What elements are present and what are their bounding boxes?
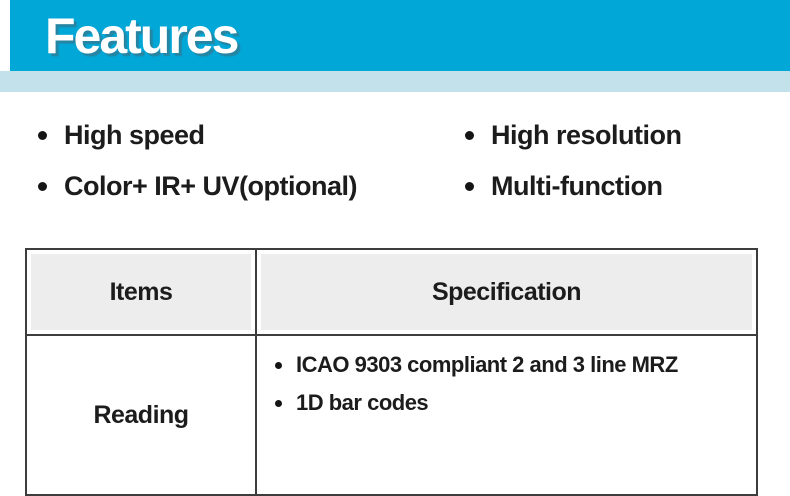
specification-header-bg: Specification — [261, 254, 752, 330]
spec-item-label: 1D bar codes — [296, 390, 429, 415]
items-header-bg: Items — [31, 254, 251, 330]
feature-item: Multi-function — [465, 170, 682, 203]
feature-item: Color+ IR+ UV(optional) — [38, 170, 465, 203]
feature-item-label: Color+ IR+ UV(optional) — [64, 171, 358, 201]
bullet-icon — [275, 361, 282, 369]
feature-item-label: Multi-function — [491, 171, 663, 201]
feature-list: High speed Color+ IR+ UV(optional) High … — [0, 92, 790, 221]
bullet-icon — [38, 182, 47, 191]
spec-item-label: ICAO 9303 compliant 2 and 3 line MRZ — [296, 352, 678, 377]
spec-list-item: 1D bar codes — [275, 384, 756, 422]
items-header-label: Items — [109, 277, 173, 306]
page-title: Features — [45, 7, 239, 64]
item-cell-reading: Reading — [25, 334, 257, 496]
bullet-icon — [465, 182, 474, 191]
feature-item: High speed — [38, 119, 465, 152]
specification-header-label: Specification — [431, 277, 582, 306]
feature-item-label: High resolution — [491, 120, 682, 150]
banner-strip — [0, 71, 790, 92]
spec-cell: ICAO 9303 compliant 2 and 3 line MRZ 1D … — [255, 334, 758, 496]
bullet-icon — [38, 131, 47, 140]
features-banner: Features — [10, 0, 790, 71]
specification-header-cell: Specification — [255, 248, 758, 336]
bullet-icon — [465, 131, 474, 140]
items-header-cell: Items — [25, 248, 257, 336]
spec-list-item: ICAO 9303 compliant 2 and 3 line MRZ — [275, 346, 756, 384]
table-row: Reading ICAO 9303 compliant 2 and 3 line… — [25, 334, 758, 496]
feature-item: High resolution — [465, 119, 682, 152]
table-header-row: Items Specification — [25, 248, 758, 336]
feature-column-right: High resolution Multi-function — [465, 119, 682, 221]
feature-column-left: High speed Color+ IR+ UV(optional) — [38, 119, 465, 221]
spec-table: Items Specification Reading ICAO 9 — [25, 248, 758, 496]
spec-list: ICAO 9303 compliant 2 and 3 line MRZ 1D … — [257, 336, 756, 422]
feature-item-label: High speed — [64, 120, 205, 150]
bullet-icon — [275, 399, 282, 407]
